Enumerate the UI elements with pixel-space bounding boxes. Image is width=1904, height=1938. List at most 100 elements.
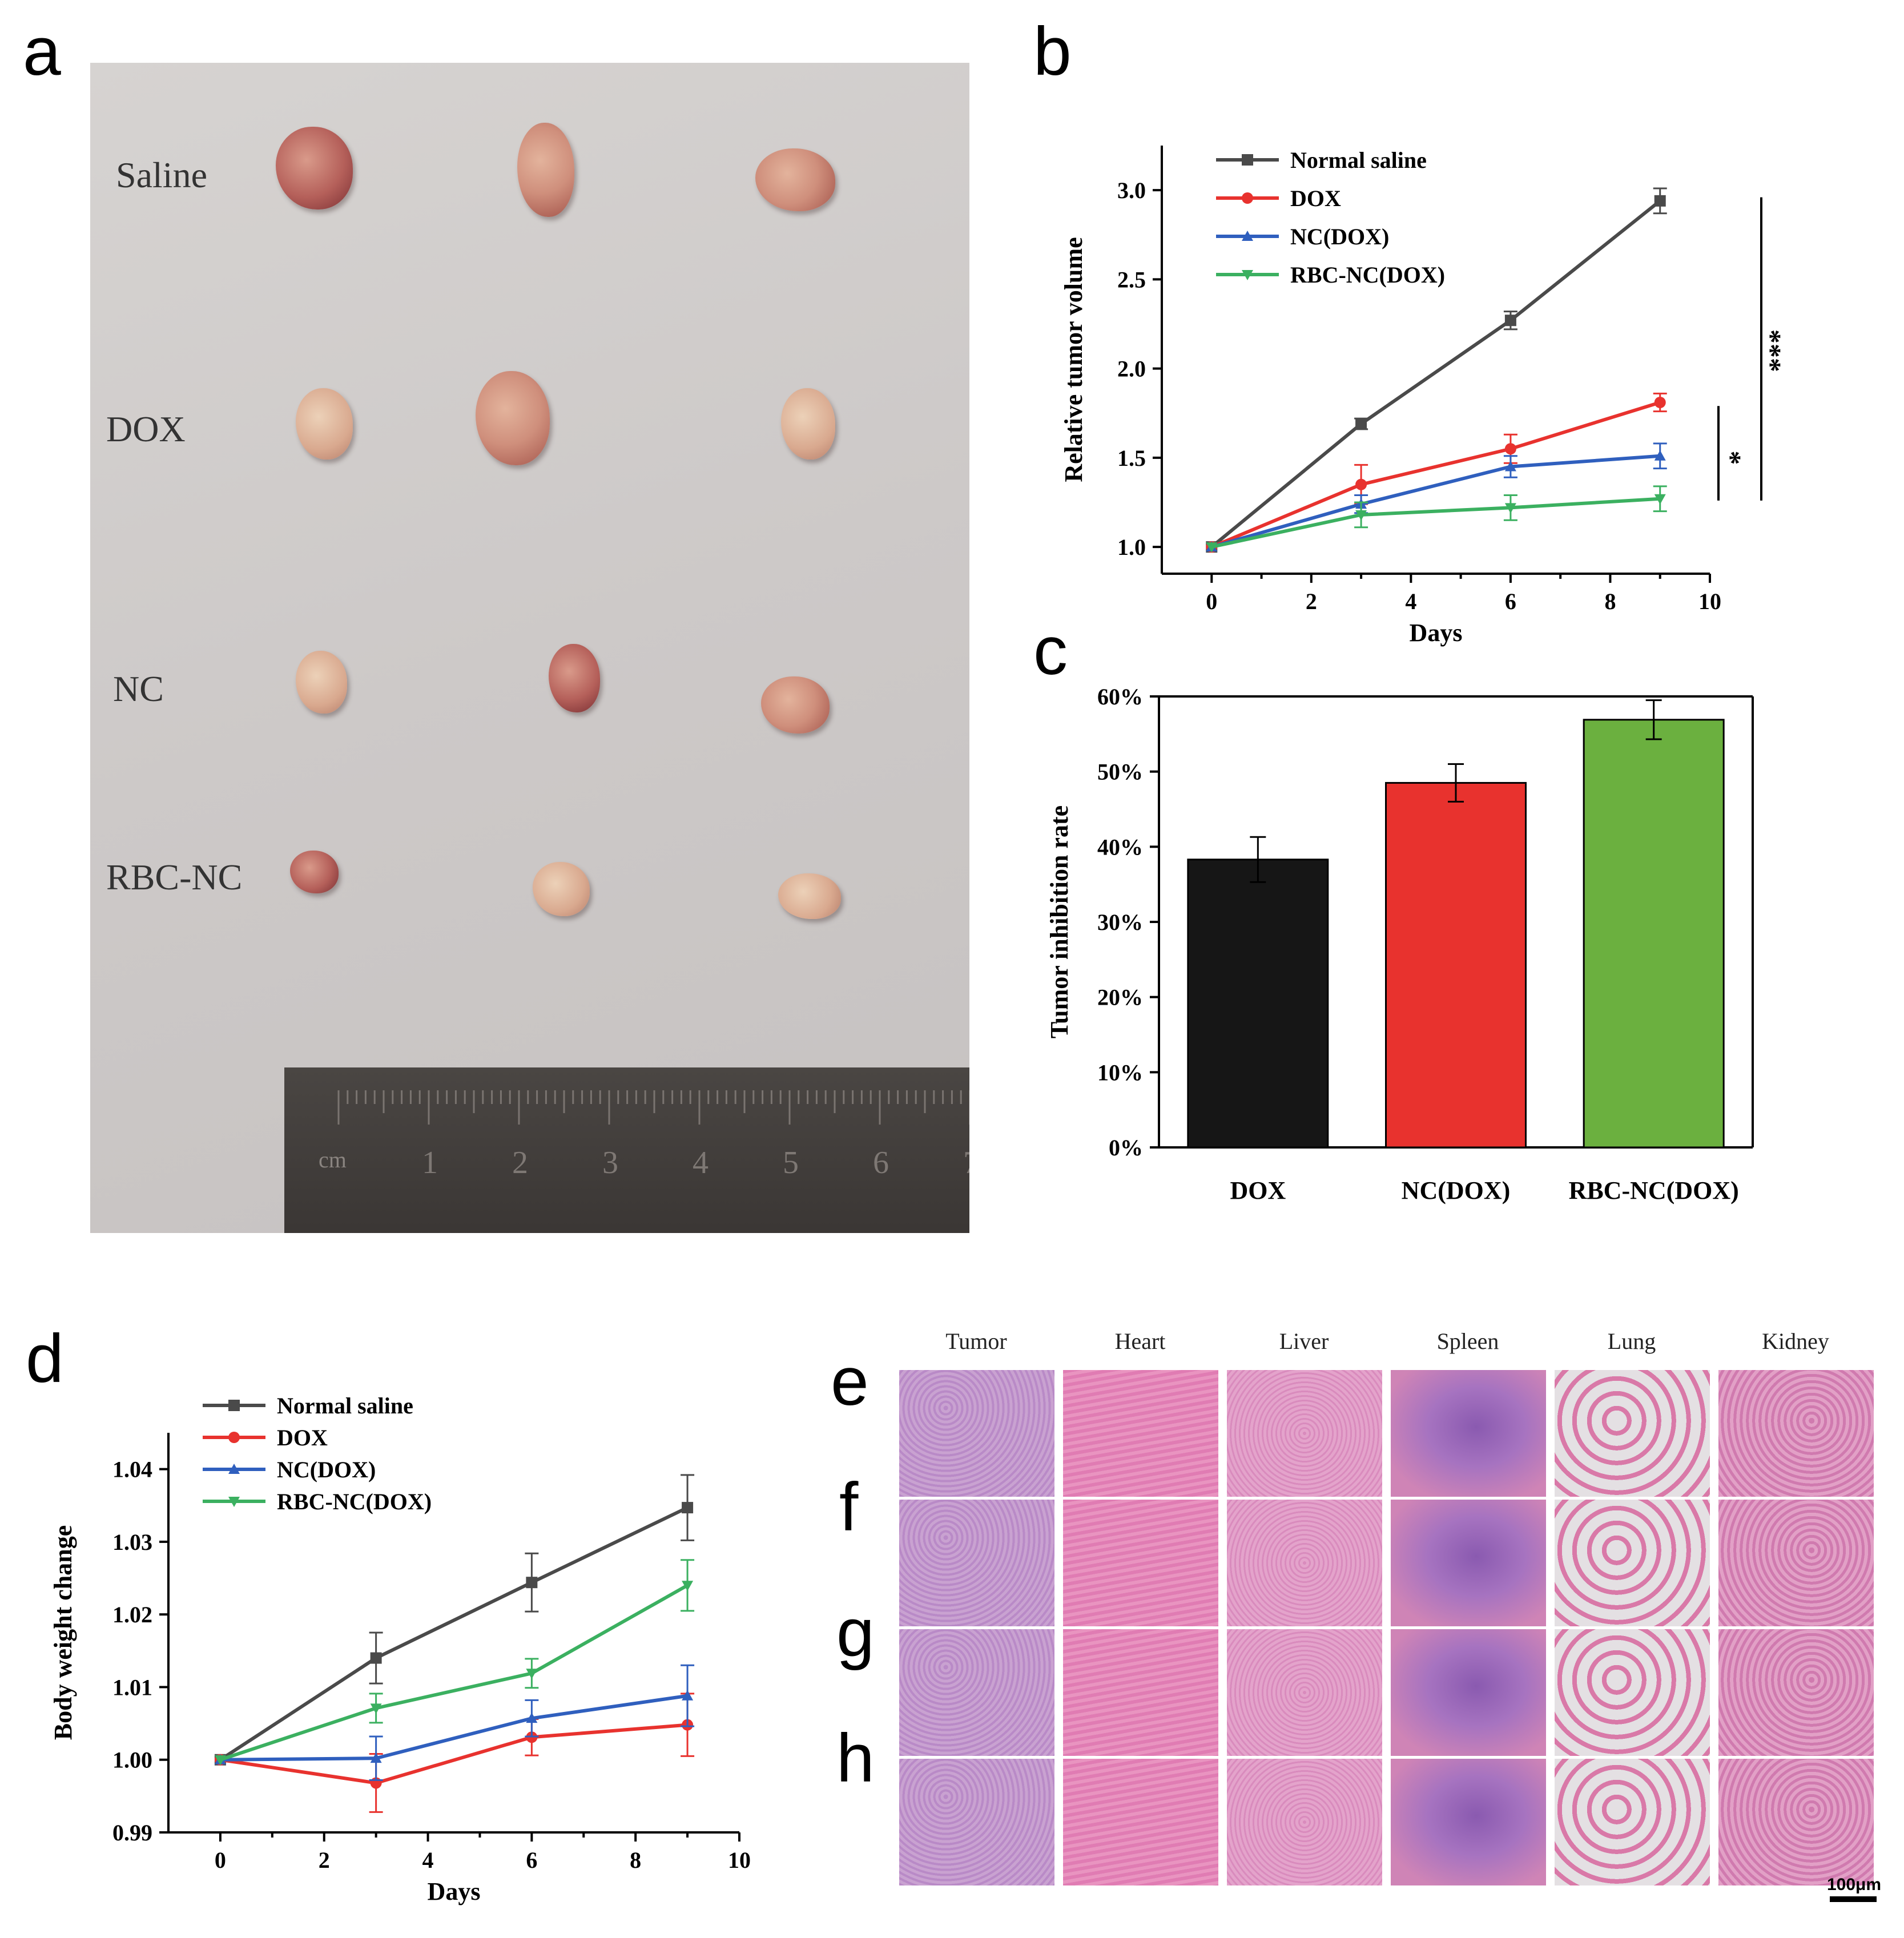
column-label-heart: Heart (1114, 1328, 1166, 1354)
legend-label-dox: DOX (1290, 186, 1341, 211)
histology-grid: Tumor Heart Liver Spleen Lung Kidney 100… (899, 1324, 1893, 1918)
x-tick-label-dox: DOX (1230, 1177, 1286, 1204)
histology-tile-liver-h (1227, 1759, 1382, 1885)
x-tick-label: 4 (422, 1847, 434, 1873)
histology-tile-heart-f (1063, 1500, 1218, 1626)
scale-bar-label: 100μm (1827, 1875, 1882, 1894)
legend-marker (228, 1497, 240, 1507)
bar-rbc-nc-dox (1583, 719, 1725, 1149)
histology-tile-heart-e (1063, 1370, 1218, 1497)
data-point-nc-dox (1654, 450, 1666, 461)
legend-label-normal-saline: Normal saline (277, 1393, 413, 1419)
column-label-tumor: Tumor (945, 1328, 1007, 1354)
histology-tile-spleen-e (1391, 1370, 1546, 1497)
legend-label-rbc-nc-dox: RBC-NC(DOX) (277, 1489, 432, 1514)
column-label-lung: Lung (1607, 1328, 1656, 1354)
panel-label-e: e (831, 1343, 869, 1420)
ruler-number: 4 (693, 1145, 709, 1180)
y-axis-label: Body weight change (49, 1525, 77, 1740)
tumor-specimen (517, 123, 574, 217)
x-tick-label: 2 (1306, 589, 1317, 614)
bar-nc-dox (1385, 781, 1527, 1149)
data-point-nc-dox (526, 1713, 538, 1723)
tumor-photograph: Saline DOX NC RBC-NC cm 1 2 3 4 5 6 7 (90, 63, 969, 1233)
ruler-unit-label: cm (319, 1147, 347, 1173)
y-tick-label: 2.0 (1117, 356, 1146, 382)
histology-tile-kidney-h (1718, 1759, 1874, 1885)
histology-tile-kidney-g (1718, 1629, 1874, 1756)
tumor-specimen (296, 651, 347, 714)
data-point-rbc-nc-dox (1355, 510, 1367, 521)
histology-tile-heart-h (1063, 1759, 1218, 1885)
panel-label-a: a (23, 13, 61, 90)
legend-marker (1242, 154, 1253, 166)
histology-tile-liver-e (1227, 1370, 1382, 1497)
group-label-nc: NC (113, 668, 164, 709)
series-line-dox (220, 1723, 688, 1785)
tumor-specimen (781, 388, 835, 460)
histology-tile-spleen-f (1391, 1500, 1546, 1626)
x-tick-label-nc-dox: NC(DOX) (1402, 1177, 1511, 1204)
series-line-normal-saline (1210, 199, 1661, 549)
legend-label-nc-dox: NC(DOX) (277, 1457, 376, 1482)
y-tick-label: 1.04 (112, 1457, 152, 1482)
data-point-rbc-nc-dox (682, 1581, 694, 1592)
data-point-normal-saline (1355, 418, 1367, 430)
legend-label-nc-dox: NC(DOX) (1290, 224, 1389, 249)
tumor-specimen (755, 148, 835, 211)
legend-marker (228, 1432, 240, 1443)
y-tick-label: 1.03 (112, 1529, 152, 1555)
column-label-liver: Liver (1279, 1328, 1329, 1354)
legend-marker (228, 1464, 240, 1474)
data-point-rbc-nc-dox (1654, 494, 1666, 505)
histology-tile-tumor-e (899, 1370, 1054, 1497)
x-tick-label-rbc-nc-dox: RBC-NC(DOX) (1569, 1177, 1739, 1204)
histology-tile-kidney-f (1718, 1500, 1874, 1626)
series-line-normal-saline (219, 1506, 689, 1762)
y-tick-label: 1.01 (112, 1674, 152, 1700)
group-label-saline: Saline (116, 155, 207, 195)
legend-label-rbc-nc-dox: RBC-NC(DOX) (1290, 262, 1445, 288)
tumor-specimen (549, 644, 600, 712)
series-line-dox (1211, 401, 1661, 549)
x-tick-label: 10 (728, 1847, 751, 1873)
y-tick-label: 20% (1097, 985, 1143, 1010)
histology-tile-tumor-h (899, 1759, 1054, 1885)
scale-bar (1830, 1896, 1877, 1902)
histology-tile-tumor-g (899, 1629, 1054, 1756)
ruler-number: 7 (963, 1145, 969, 1180)
tumor-specimen (761, 676, 830, 734)
body-weight-chart: 0 2 4 6 8 10 0.99 1.00 1.01 1.02 1.03 1.04 Days Body … (49, 1393, 751, 1905)
legend-marker (1242, 270, 1253, 280)
histology-tile-liver-f (1227, 1500, 1382, 1626)
column-label-spleen: Spleen (1436, 1328, 1499, 1354)
data-point-normal-saline (370, 1652, 382, 1664)
panel-label-c: c (1033, 613, 1068, 689)
x-tick-label: 4 (1405, 589, 1416, 614)
column-label-kidney: Kidney (1762, 1328, 1829, 1354)
data-point-normal-saline (1654, 195, 1666, 207)
tumor-specimen (296, 388, 353, 460)
data-point-nc-dox (682, 1690, 694, 1701)
data-point-rbc-nc-dox (1504, 503, 1516, 514)
data-point-normal-saline (1504, 315, 1516, 327)
x-tick-label: 6 (1505, 589, 1516, 614)
y-tick-label: 1.00 (112, 1747, 152, 1773)
data-point-nc-dox (1504, 461, 1516, 472)
histology-tile-tumor-f (899, 1500, 1054, 1626)
x-tick-label: 0 (215, 1847, 226, 1873)
y-tick-label: 50% (1097, 759, 1143, 785)
series-line-rbc-nc-dox (219, 1584, 689, 1762)
panel-label-d: d (26, 1320, 64, 1397)
group-label-dox: DOX (106, 409, 186, 449)
x-tick-label: 10 (1698, 589, 1721, 614)
x-tick-label: 6 (526, 1847, 537, 1873)
legend-label-normal-saline: Normal saline (1290, 147, 1427, 173)
y-axis-label: Tumor inhibition rate (1045, 805, 1073, 1038)
histology-tile-lung-e (1555, 1370, 1710, 1497)
x-tick-label: 8 (630, 1847, 641, 1873)
data-point-normal-saline (682, 1502, 694, 1514)
histology-tile-lung-g (1555, 1629, 1710, 1756)
x-axis-label: Days (1410, 619, 1463, 647)
data-point-dox (1654, 397, 1666, 408)
